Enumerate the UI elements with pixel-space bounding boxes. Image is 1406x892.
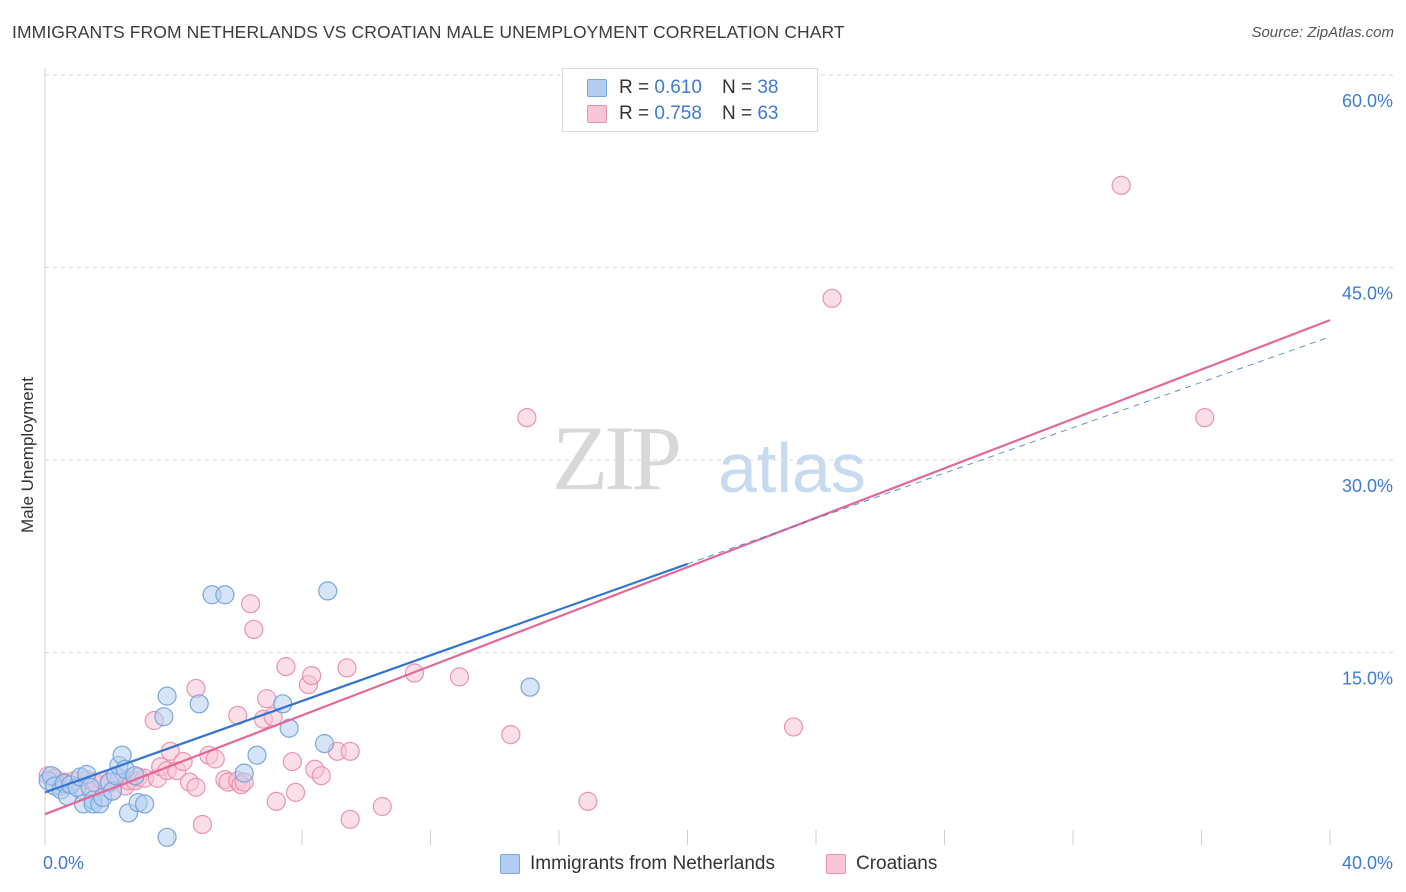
croatians-point [1195,408,1215,428]
bottom-legend-croatians: Croatians [826,853,937,875]
croatians-point [186,678,206,699]
croatians-point [340,809,360,829]
netherlands-point [318,581,338,601]
legend-r-label: R = [619,103,650,124]
croatians-point [372,796,392,817]
croatians-point [186,777,206,797]
trend-layer [44,319,1331,816]
legend-n-label: N = [721,103,753,124]
points-layer [38,175,1215,847]
axis-layer [44,68,1331,845]
croatians-point [302,665,322,686]
netherlands-point [215,585,235,605]
legend-n-value: 38 [757,77,779,98]
netherlands-trendline [44,562,688,794]
netherlands-point [520,677,540,697]
legend-row-croatians: R = 0.758 N = 63 [587,103,778,125]
croatians-point [257,689,277,709]
grid-layer [45,74,1395,653]
watermark-zip: ZIP [552,407,682,509]
y-tick-label: 15.0% [1342,669,1393,689]
croatians-point [285,782,306,802]
legend-swatch-croatians [587,105,607,123]
netherlands-point [247,745,267,765]
croatians-point [266,791,286,811]
legend-swatch-netherlands [587,79,607,97]
y-tick-label: 30.0% [1342,476,1393,496]
netherlands-point [134,794,155,814]
chart-title: IMMIGRANTS FROM NETHERLANDS VS CROATIAN … [12,22,845,42]
legend-r-value: 0.610 [654,77,702,98]
croatians-point [276,657,296,677]
legend-r-value: 0.758 [654,103,702,124]
bottom-legend-label-netherlands: Immigrants from Netherlands [530,853,775,874]
croatians-point [783,717,804,737]
correlation-legend: R = 0.610 N = 38 R = 0.758 N = 63 [562,68,818,132]
croatians-point [449,667,470,687]
croatians-point [501,725,521,745]
legend-n-label: N = [721,77,753,98]
netherlands-point [234,763,254,783]
tick-label-layer: 15.0% 30.0% 45.0% 60.0% 0.0% 40.0% [43,91,1393,873]
chart-source: Source: ZipAtlas.com [1251,24,1394,41]
x-tick-label: 0.0% [43,853,84,873]
croatians-trendline [44,319,1331,816]
bottom-legend-swatch-croatians [826,854,846,874]
croatians-point [192,814,213,835]
bottom-legend-netherlands: Immigrants from Netherlands [500,853,775,875]
netherlands-point [314,734,335,754]
netherlands-trendline-extension [687,336,1331,565]
croatians-point [311,766,331,786]
croatians-point [822,288,842,308]
croatians-point [282,751,302,772]
netherlands-point [157,827,177,847]
croatians-point [517,408,537,428]
y-tick-label: 45.0% [1342,284,1393,304]
croatians-point [205,749,225,769]
legend-n-value: 63 [757,103,779,124]
croatians-point [241,594,261,614]
netherlands-point [154,707,174,727]
x-tick-label: 40.0% [1342,853,1393,873]
croatians-point [244,619,264,640]
legend-r-label: R = [619,77,650,98]
croatians-point [337,658,357,678]
bottom-legend-swatch-netherlands [500,854,520,874]
watermark-atlas: atlas [718,429,866,507]
croatians-point [1111,175,1131,195]
croatians-point [578,791,598,811]
y-tick-label: 60.0% [1342,91,1393,111]
netherlands-point [157,686,177,706]
bottom-legend-label-croatians: Croatians [856,853,938,874]
netherlands-point [189,694,209,714]
legend-row-netherlands: R = 0.610 N = 38 [587,77,778,99]
croatians-point [340,741,360,761]
